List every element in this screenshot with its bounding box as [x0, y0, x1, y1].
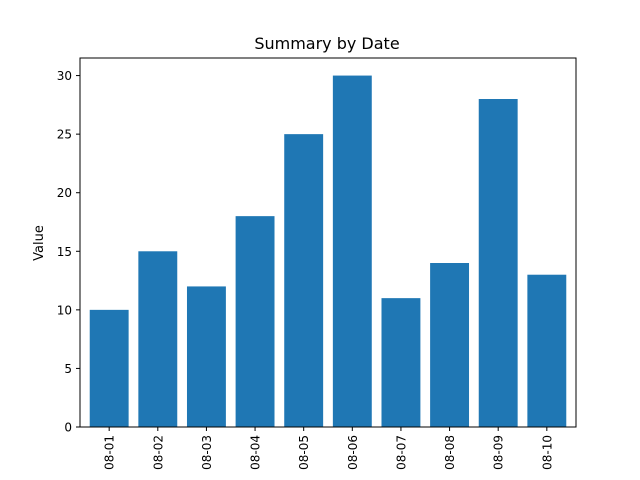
bars-group	[89, 75, 567, 428]
y-tick-label: 5	[64, 362, 72, 376]
y-tick-label: 30	[57, 69, 72, 83]
x-tick-label: 08-06	[346, 435, 360, 470]
y-ticks-group: 0 5 10 15 20 25 30	[57, 69, 80, 435]
x-tick-label: 08-08	[443, 435, 457, 470]
x-tick-label: 08-09	[492, 435, 506, 470]
x-tick-label: 08-05	[297, 435, 311, 470]
x-ticks-group: 08-01 08-02 08-03 08-04 08-05 08-06 08-07 08-08…	[103, 427, 554, 470]
bar-08-08	[430, 263, 470, 427]
y-tick-label: 15	[57, 245, 72, 259]
y-tick-label: 10	[57, 303, 72, 317]
x-tick-label: 08-01	[103, 435, 117, 470]
y-axis-label: Value	[32, 225, 47, 261]
x-tick-label: 08-04	[249, 435, 263, 470]
y-tick-label: 25	[57, 128, 72, 142]
y-tick-label: 0	[64, 421, 72, 435]
x-tick-label: 08-10	[540, 435, 554, 470]
chart-title: Summary by Date	[254, 34, 399, 53]
bar-08-10	[527, 274, 567, 427]
bar-08-05	[284, 134, 324, 427]
bar-08-09	[478, 99, 518, 427]
bar-08-03	[186, 286, 226, 427]
bar-08-04	[235, 216, 275, 427]
bar-08-01	[89, 309, 129, 427]
x-tick-label: 08-03	[200, 435, 214, 470]
bar-08-07	[381, 298, 421, 427]
bar-08-06	[332, 75, 372, 428]
y-tick-label: 20	[57, 186, 72, 200]
x-tick-label: 08-07	[394, 435, 408, 470]
plot-frame	[79, 57, 577, 428]
bar-08-02	[138, 251, 178, 427]
x-tick-label: 08-02	[151, 435, 165, 470]
